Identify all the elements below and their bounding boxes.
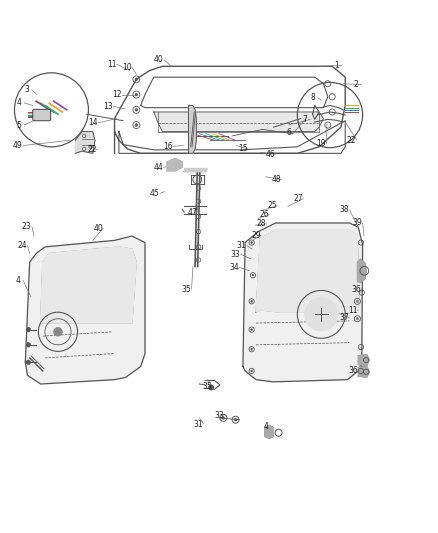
Circle shape xyxy=(251,349,253,350)
Text: 28: 28 xyxy=(257,220,266,228)
FancyBboxPatch shape xyxy=(33,109,50,120)
Polygon shape xyxy=(25,236,145,384)
Text: 39: 39 xyxy=(353,219,362,228)
Text: 35: 35 xyxy=(202,382,212,391)
Circle shape xyxy=(251,241,253,244)
Circle shape xyxy=(305,298,338,331)
Text: 47: 47 xyxy=(188,207,198,216)
Text: 3: 3 xyxy=(24,85,29,94)
Text: 15: 15 xyxy=(238,144,248,154)
Text: 31: 31 xyxy=(194,419,203,429)
Text: 36: 36 xyxy=(348,367,358,375)
Text: 8: 8 xyxy=(310,93,315,102)
Text: 23: 23 xyxy=(22,222,32,231)
Text: 38: 38 xyxy=(339,205,349,214)
Polygon shape xyxy=(357,259,366,282)
Polygon shape xyxy=(154,112,323,132)
Polygon shape xyxy=(265,425,273,439)
Circle shape xyxy=(252,274,254,276)
Text: 35: 35 xyxy=(181,285,191,294)
Circle shape xyxy=(356,318,359,320)
Polygon shape xyxy=(188,106,196,154)
Circle shape xyxy=(234,418,237,421)
Circle shape xyxy=(135,78,138,80)
Polygon shape xyxy=(41,247,136,323)
Text: 24: 24 xyxy=(18,241,27,250)
Polygon shape xyxy=(75,132,95,154)
Polygon shape xyxy=(256,230,359,312)
Text: 34: 34 xyxy=(230,263,239,272)
Text: 22: 22 xyxy=(347,136,357,145)
Text: 13: 13 xyxy=(103,102,113,111)
Text: 49: 49 xyxy=(13,141,23,150)
Circle shape xyxy=(26,327,31,332)
Circle shape xyxy=(208,385,214,390)
Text: 2: 2 xyxy=(354,80,358,89)
Text: 1: 1 xyxy=(334,61,339,70)
Text: 45: 45 xyxy=(150,189,159,198)
Text: 25: 25 xyxy=(267,201,277,210)
Polygon shape xyxy=(243,223,363,382)
Text: 7: 7 xyxy=(303,115,307,124)
Circle shape xyxy=(222,417,225,419)
Circle shape xyxy=(26,343,31,347)
Polygon shape xyxy=(358,355,369,365)
Text: 6: 6 xyxy=(286,128,291,137)
Circle shape xyxy=(251,329,253,330)
Text: 10: 10 xyxy=(122,63,131,71)
Text: 12: 12 xyxy=(112,90,121,99)
Text: 19: 19 xyxy=(317,139,326,148)
Circle shape xyxy=(135,109,138,111)
Text: 16: 16 xyxy=(163,142,173,151)
Text: 27: 27 xyxy=(293,194,303,203)
Text: 33: 33 xyxy=(231,250,240,259)
Text: 31: 31 xyxy=(237,241,247,250)
Text: 29: 29 xyxy=(251,231,261,240)
Circle shape xyxy=(356,300,359,303)
Text: 44: 44 xyxy=(153,163,163,172)
Text: 5: 5 xyxy=(16,120,21,130)
Circle shape xyxy=(135,93,138,96)
Circle shape xyxy=(26,360,31,365)
Text: 40: 40 xyxy=(93,224,103,233)
Text: 33: 33 xyxy=(214,411,224,420)
Text: 4: 4 xyxy=(16,99,21,107)
Text: 36: 36 xyxy=(351,285,361,294)
Polygon shape xyxy=(184,168,207,172)
Text: 11: 11 xyxy=(348,305,358,314)
Text: 4: 4 xyxy=(15,276,20,285)
Text: 11: 11 xyxy=(107,60,116,69)
Circle shape xyxy=(135,124,138,126)
Text: 14: 14 xyxy=(88,118,98,127)
Text: 26: 26 xyxy=(259,210,269,219)
Text: 48: 48 xyxy=(272,175,281,184)
Text: 22: 22 xyxy=(87,146,97,155)
Circle shape xyxy=(251,301,253,302)
Circle shape xyxy=(53,327,62,336)
Text: 46: 46 xyxy=(265,150,275,159)
Text: 40: 40 xyxy=(154,55,164,64)
Polygon shape xyxy=(167,158,182,171)
Circle shape xyxy=(251,370,253,372)
Text: 4: 4 xyxy=(264,422,268,431)
Text: 37: 37 xyxy=(339,313,349,322)
Polygon shape xyxy=(358,367,369,377)
